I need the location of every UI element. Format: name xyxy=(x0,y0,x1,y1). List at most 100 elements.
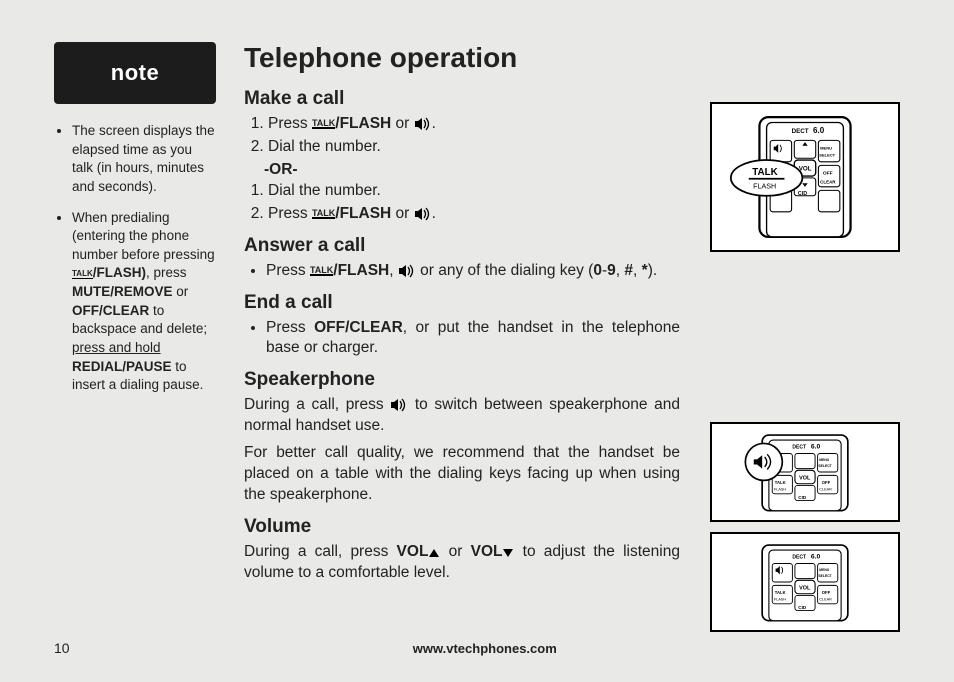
handset-illustration: DECT 6.0 VOL CID TALK FLASH OFF CLEAR MEN… xyxy=(718,430,892,514)
svg-text:OFF: OFF xyxy=(823,170,833,176)
text: Press xyxy=(266,319,314,336)
svg-text:SELECT: SELECT xyxy=(818,464,832,468)
text: Press xyxy=(268,115,312,132)
svg-text:6.0: 6.0 xyxy=(811,553,821,560)
footer: 10 www.vtechphones.com xyxy=(54,640,900,656)
note-underline: press and hold xyxy=(72,340,161,355)
talk-icon: TALK xyxy=(312,210,335,219)
text: or xyxy=(391,205,413,222)
flash-label: /FLASH xyxy=(335,205,391,222)
svg-text:TALK: TALK xyxy=(775,480,786,485)
svg-text:SELECT: SELECT xyxy=(819,152,835,157)
text: , xyxy=(633,262,642,279)
text: . xyxy=(432,115,436,132)
svg-text:6.0: 6.0 xyxy=(813,126,825,135)
svg-text:MENU: MENU xyxy=(820,145,832,150)
speaker-icon xyxy=(414,207,432,221)
off-label: OFF/CLEAR xyxy=(72,303,149,318)
text: Press xyxy=(266,262,310,279)
flash-label: /FLASH) xyxy=(93,265,146,280)
note-badge: note xyxy=(54,42,216,104)
text: or any of the dialing key ( xyxy=(416,262,594,279)
text: . xyxy=(432,205,436,222)
svg-text:CID: CID xyxy=(798,191,807,197)
sidebar: note The screen displays the elapsed tim… xyxy=(54,42,216,662)
handset-illustration: DECT6.0 VOL CID TALK FLASH OFF CLEAR MEN… xyxy=(718,540,892,624)
note-list: The screen displays the elapsed time as … xyxy=(54,122,216,395)
figure-speaker-1: DECT 6.0 VOL CID TALK FLASH OFF CLEAR MEN… xyxy=(710,422,900,522)
flash-label: /FLASH xyxy=(335,115,391,132)
key-hash: # xyxy=(624,262,633,279)
flash-label: /FLASH xyxy=(333,262,389,279)
main-content: Telephone operation Make a call Press TA… xyxy=(244,42,900,662)
note-text: When predialing (entering the phone numb… xyxy=(72,210,215,262)
end-body: Press OFF/CLEAR, or put the handset in t… xyxy=(244,318,680,360)
mute-label: MUTE/REMOVE xyxy=(72,284,173,299)
svg-text:CID: CID xyxy=(798,495,807,500)
vol-label: VOL xyxy=(397,543,429,560)
svg-text:FLASH: FLASH xyxy=(753,183,776,191)
page-number: 10 xyxy=(54,640,70,656)
answer-item: Press TALK/FLASH, or any of the dialing … xyxy=(266,261,680,282)
answer-body: Press TALK/FLASH, or any of the dialing … xyxy=(244,261,680,282)
svg-text:MENU: MENU xyxy=(819,568,829,572)
text: ). xyxy=(648,262,657,279)
talk-icon: TALK xyxy=(312,120,335,129)
key-9: 9 xyxy=(607,262,616,279)
talk-icon: TALK xyxy=(72,271,93,279)
svg-text:OFF: OFF xyxy=(822,590,831,595)
talk-icon: TALK xyxy=(310,267,333,276)
handset-illustration: DECT6.0 VOL CID OFF CLEA xyxy=(718,110,892,244)
speaker-body: During a call, press to switch between s… xyxy=(244,395,680,506)
text: During a call, press xyxy=(244,543,397,560)
svg-text:OFF: OFF xyxy=(822,480,831,485)
end-item: Press OFF/CLEAR, or put the handset in t… xyxy=(266,318,680,360)
speaker-icon xyxy=(414,117,432,131)
page-title: Telephone operation xyxy=(244,42,680,74)
text: During a call, press xyxy=(244,396,390,413)
speaker-p2: For better call quality, we recommend th… xyxy=(244,443,680,506)
note-text: or xyxy=(173,284,189,299)
text: or xyxy=(440,543,470,560)
svg-text:CLEAR: CLEAR xyxy=(820,179,836,184)
heading-answer: Answer a call xyxy=(244,235,680,257)
up-triangle-icon xyxy=(428,547,440,559)
heading-end: End a call xyxy=(244,292,680,314)
text: or xyxy=(391,115,413,132)
svg-text:TALK: TALK xyxy=(752,167,777,178)
svg-text:MENU: MENU xyxy=(819,458,829,462)
key-0: 0 xyxy=(593,262,602,279)
heading-volume: Volume xyxy=(244,516,680,538)
make-call-body: Press TALK/FLASH or . Dial the number. -… xyxy=(244,114,680,225)
note-text: , press xyxy=(146,265,187,280)
off-clear-label: OFF/CLEAR xyxy=(314,319,403,336)
page: note The screen displays the elapsed tim… xyxy=(54,42,900,662)
step: Press TALK/FLASH or . xyxy=(268,114,680,135)
down-triangle-icon xyxy=(502,547,514,559)
heading-speaker: Speakerphone xyxy=(244,369,680,391)
svg-text:6.0: 6.0 xyxy=(811,443,821,450)
svg-text:CLEAR: CLEAR xyxy=(819,597,832,601)
svg-text:DECT: DECT xyxy=(792,128,809,135)
volume-body: During a call, press VOL or VOL to adjus… xyxy=(244,542,680,584)
figure-speaker-2: DECT6.0 VOL CID TALK FLASH OFF CLEAR MEN… xyxy=(710,532,900,632)
note-item-1: The screen displays the elapsed time as … xyxy=(72,122,216,197)
volume-p: During a call, press VOL or VOL to adjus… xyxy=(244,542,680,584)
svg-text:SELECT: SELECT xyxy=(818,574,832,578)
note-item-2: When predialing (entering the phone numb… xyxy=(72,209,216,395)
or-label: -OR- xyxy=(264,160,680,181)
svg-text:FLASH: FLASH xyxy=(774,487,786,491)
svg-text:CLEAR: CLEAR xyxy=(819,487,832,491)
speaker-icon xyxy=(398,264,416,278)
step: Dial the number. xyxy=(268,137,680,158)
svg-text:TALK: TALK xyxy=(775,590,786,595)
heading-make-call: Make a call xyxy=(244,88,680,110)
text: Press xyxy=(268,205,312,222)
svg-text:VOL: VOL xyxy=(799,476,811,482)
svg-text:VOL: VOL xyxy=(799,586,811,592)
svg-text:DECT: DECT xyxy=(792,444,807,450)
vol-label: VOL xyxy=(471,543,503,560)
svg-text:CID: CID xyxy=(798,605,807,610)
speaker-p1: During a call, press to switch between s… xyxy=(244,395,680,437)
figure-talk-button: DECT6.0 VOL CID OFF CLEA xyxy=(710,102,900,252)
